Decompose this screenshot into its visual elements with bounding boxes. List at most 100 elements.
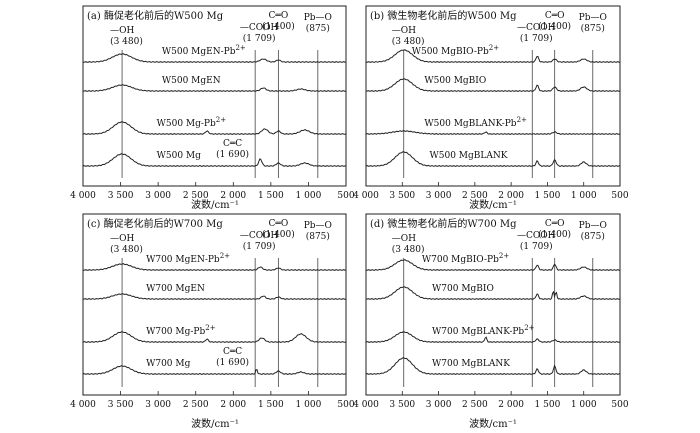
x-tick-label: 2 500 <box>183 400 209 410</box>
peak-annotation: —COOH <box>517 23 556 33</box>
spectrum-line <box>365 331 621 343</box>
chart-panel: (b) 微生物老化前后的W500 Mg 4 000 3 500 3 000 2 500 2… <box>353 5 629 201</box>
peak-annotation-value: (3 480) <box>110 36 143 47</box>
series-label: W500 MgEN <box>162 76 221 86</box>
x-axis-label: 波数/cm⁻¹ <box>469 417 517 430</box>
x-tick-label: 1 000 <box>571 400 597 410</box>
x-axis-label: 波数/cm⁻¹ <box>191 417 239 430</box>
peak-annotation-value: (1 400) <box>538 229 571 240</box>
peak-annotation-value: (1 709) <box>243 241 276 252</box>
spectrum-line <box>365 78 621 92</box>
spectrum-line <box>365 130 621 135</box>
x-tick-label: 500 <box>337 191 354 201</box>
panel-title: (d) 微生物老化前后的W700 Mg <box>370 217 517 230</box>
peak-annotation: Pb—O <box>579 13 607 23</box>
peak-annotation-value: (3 480) <box>392 244 425 255</box>
x-tick-label: 4 000 <box>353 191 379 201</box>
peak-annotation-value: (875) <box>581 23 605 34</box>
x-tick-label: 1 000 <box>296 191 322 201</box>
x-tick-label: 3 000 <box>426 191 452 201</box>
x-tick-label: 500 <box>337 400 354 410</box>
x-tick-label: 1 000 <box>571 191 597 201</box>
spectrum-line <box>82 84 347 92</box>
peak-annotation: Pb—O <box>579 221 607 231</box>
x-tick-label: 1 000 <box>296 400 322 410</box>
series-label: W700 MgBIO <box>432 284 494 294</box>
peak-annotation: —OH <box>392 26 416 36</box>
x-tick-label: 4 000 <box>70 191 96 201</box>
x-tick-label: 1 500 <box>258 400 284 410</box>
peak-annotation-value: (1 690) <box>216 357 249 368</box>
peak-annotation: Pb—O <box>304 221 332 231</box>
series-label: W500 Mg <box>157 151 202 161</box>
x-tick-label: 2 500 <box>462 191 488 201</box>
peak-annotation: —COOH <box>240 231 279 241</box>
peak-annotation-value: (1 400) <box>262 21 295 32</box>
x-tick-label: 3 000 <box>145 191 171 201</box>
peak-annotation-value: (3 480) <box>110 244 143 255</box>
series-label: W500 MgBLANK <box>430 151 508 161</box>
peak-annotation: C═O <box>545 11 565 21</box>
series-label: W700 MgBLANK <box>432 359 510 369</box>
x-tick-label: 4 000 <box>353 400 379 410</box>
series-label: W700 MgEN <box>146 284 205 294</box>
x-tick-label: 3 500 <box>389 400 415 410</box>
x-tick-label: 2 000 <box>498 400 524 410</box>
series-label: W700 MgEN-Pb2+ <box>146 252 230 265</box>
spectrum-line <box>82 293 347 300</box>
x-tick-label: 2 000 <box>220 191 246 201</box>
x-tick-label: 1 500 <box>535 191 561 201</box>
x-tick-label: 2 500 <box>462 400 488 410</box>
x-tick-label: 3 500 <box>108 191 134 201</box>
peak-annotation: C═O <box>269 219 289 229</box>
panel-title: (a) 酶促老化前后的W500 Mg <box>87 9 224 22</box>
spectrum-line <box>82 121 347 135</box>
series-label: W700 MgBLANK-Pb2+ <box>432 324 535 337</box>
x-tick-label: 500 <box>611 191 628 201</box>
series-label: W500 MgBIO <box>424 76 486 86</box>
peak-annotation-value: (1 400) <box>538 21 571 32</box>
x-tick-label: 2 500 <box>183 191 209 201</box>
spectrum-line <box>82 153 347 167</box>
series-label: W700 Mg <box>146 359 191 369</box>
spectrum-line <box>365 357 621 375</box>
peak-annotation-value: (1 690) <box>216 149 249 160</box>
x-axis-label: 波数/cm⁻¹ <box>469 198 517 211</box>
peak-annotation: —OH <box>392 234 416 244</box>
peak-annotation-value: (875) <box>306 231 330 242</box>
series-label: W700 MgBIO-Pb2+ <box>422 252 509 265</box>
spectrum-line <box>365 49 621 63</box>
peak-annotation: C═C <box>223 347 242 357</box>
panel-frame <box>365 213 621 396</box>
peak-annotation-value: (1 709) <box>520 241 553 252</box>
spectrum-line <box>82 365 347 375</box>
spectrum-line <box>82 331 347 343</box>
x-tick-label: 3 000 <box>145 400 171 410</box>
spectrum-line <box>365 259 621 271</box>
panel-frame <box>82 213 347 396</box>
x-axis-label: 波数/cm⁻¹ <box>191 198 239 211</box>
peak-annotation: —OH <box>110 26 134 36</box>
chart-panel: (d) 微生物老化前后的W700 Mg 4 000 3 500 3 000 2 500 2… <box>353 213 629 410</box>
x-tick-label: 3 500 <box>108 400 134 410</box>
spectrum-line <box>365 286 621 300</box>
x-tick-label: 4 000 <box>70 400 96 410</box>
panel-title: (c) 酶促老化前后的W700 Mg <box>87 217 223 230</box>
peak-annotation-value: (875) <box>306 23 330 34</box>
peak-annotation: C═O <box>545 219 565 229</box>
peak-annotation: —COOH <box>240 23 279 33</box>
peak-annotation-value: (875) <box>581 231 605 242</box>
peak-annotation-value: (3 480) <box>392 36 425 47</box>
spectrum-line <box>82 263 347 271</box>
x-tick-label: 1 500 <box>535 400 561 410</box>
x-tick-label: 2 000 <box>220 400 246 410</box>
series-label: W500 MgEN-Pb2+ <box>162 44 246 57</box>
x-tick-label: 500 <box>611 400 628 410</box>
panel-title: (b) 微生物老化前后的W500 Mg <box>370 9 517 22</box>
panel-frame <box>365 5 621 187</box>
x-tick-label: 3 000 <box>426 400 452 410</box>
peak-annotation: Pb—O <box>304 13 332 23</box>
peak-annotation: C═C <box>223 139 242 149</box>
peak-annotation-value: (1 400) <box>262 229 295 240</box>
